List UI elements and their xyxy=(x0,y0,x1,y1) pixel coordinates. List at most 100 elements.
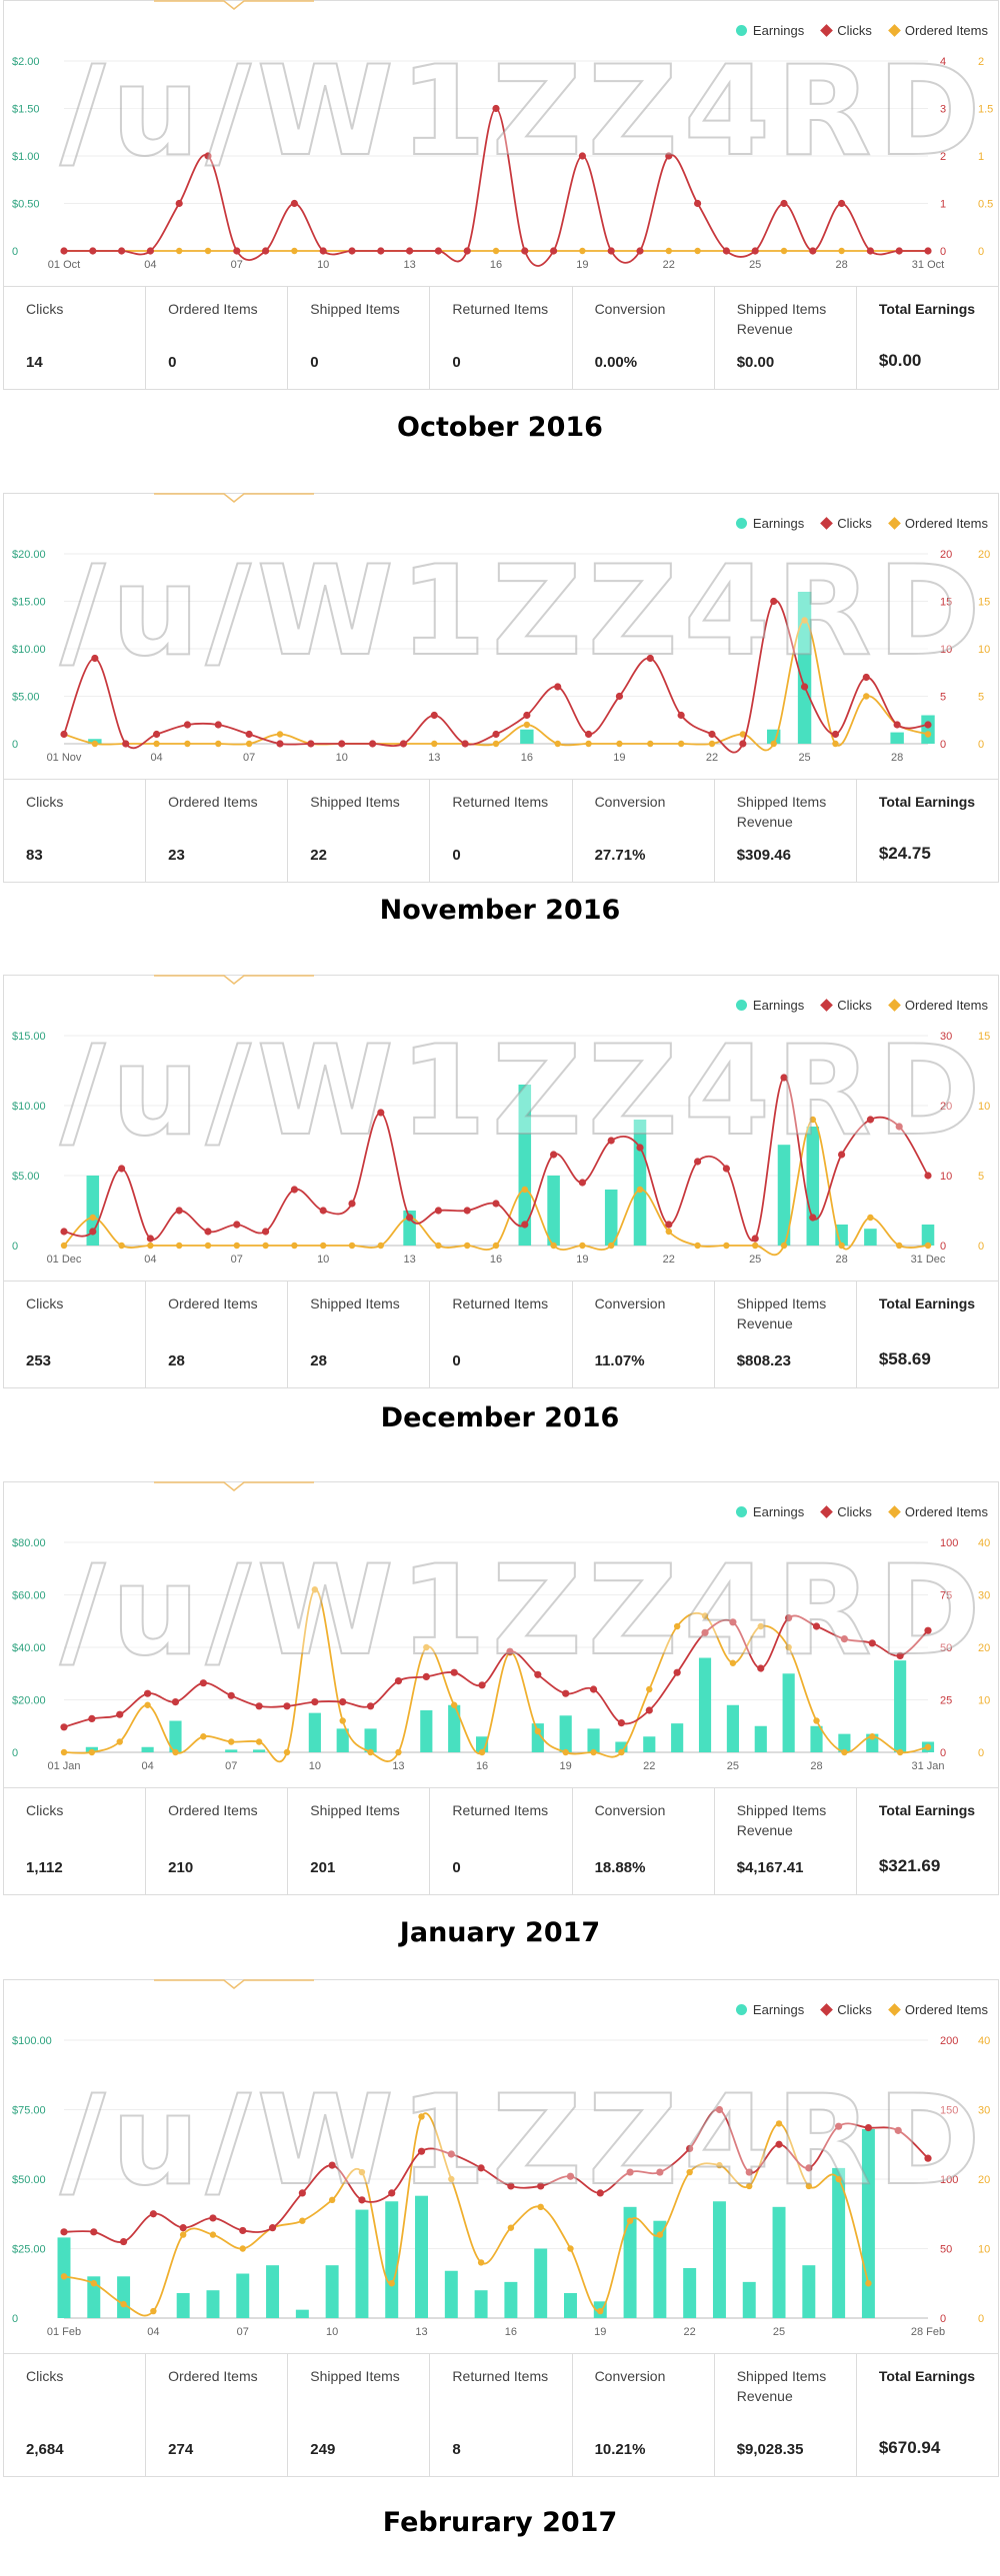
legend-item-clicks[interactable]: Clicks xyxy=(820,2002,872,2017)
earnings-bar[interactable] xyxy=(266,2265,280,2318)
ordered-items-point[interactable] xyxy=(841,1748,848,1756)
clicks-point[interactable] xyxy=(171,1698,180,1706)
earnings-bar[interactable] xyxy=(866,1733,879,1752)
clicks-point[interactable] xyxy=(895,1123,903,1131)
clicks-point[interactable] xyxy=(377,1109,385,1117)
earnings-bar[interactable] xyxy=(864,1229,877,1246)
ordered-items-point[interactable] xyxy=(646,1685,653,1693)
clicks-point[interactable] xyxy=(307,740,315,748)
clicks-point[interactable] xyxy=(146,247,154,255)
earnings-bar[interactable] xyxy=(308,1712,321,1752)
earnings-bar[interactable] xyxy=(754,1725,767,1752)
clicks-point[interactable] xyxy=(838,1151,846,1159)
ordered-items-point[interactable] xyxy=(176,247,183,255)
ordered-items-point[interactable] xyxy=(507,2224,515,2231)
clicks-point[interactable] xyxy=(745,2168,753,2176)
clicks-point[interactable] xyxy=(805,2164,813,2172)
ordered-items-point[interactable] xyxy=(209,2231,217,2238)
clicks-point[interactable] xyxy=(388,2189,396,2197)
legend-item-clicks[interactable]: Clicks xyxy=(820,516,872,531)
clicks-point[interactable] xyxy=(245,730,253,739)
ordered-items-point[interactable] xyxy=(677,740,685,748)
legend-item-earnings[interactable]: Earnings xyxy=(735,516,804,531)
clicks-point[interactable] xyxy=(118,247,126,255)
clicks-point[interactable] xyxy=(550,247,558,255)
clicks-point[interactable] xyxy=(88,1714,96,1722)
ordered-items-point[interactable] xyxy=(60,1242,68,1250)
clicks-point[interactable] xyxy=(770,597,778,606)
clicks-point[interactable] xyxy=(831,730,840,739)
legend-item-ordered[interactable]: Ordered Items xyxy=(888,2002,988,2017)
clicks-point[interactable] xyxy=(607,247,615,255)
clicks-point[interactable] xyxy=(175,199,183,208)
ordered-items-point[interactable] xyxy=(729,1659,737,1666)
earnings-bar[interactable] xyxy=(623,2206,637,2318)
clicks-point[interactable] xyxy=(665,152,673,160)
clicks-point[interactable] xyxy=(149,2210,157,2218)
ordered-items-point[interactable] xyxy=(320,1242,327,1250)
clicks-point[interactable] xyxy=(800,683,809,691)
clicks-point[interactable] xyxy=(152,730,161,739)
ordered-items-point[interactable] xyxy=(418,2113,425,2120)
ordered-items-point[interactable] xyxy=(262,1242,269,1250)
ordered-items-point[interactable] xyxy=(636,1186,644,1194)
clicks-point[interactable] xyxy=(562,1689,570,1697)
ordered-items-point[interactable] xyxy=(723,1242,730,1250)
clicks-point[interactable] xyxy=(554,683,562,691)
earnings-bar[interactable] xyxy=(712,2201,726,2318)
ordered-items-point[interactable] xyxy=(585,740,592,748)
clicks-point[interactable] xyxy=(757,1664,765,1672)
clicks-point[interactable] xyxy=(422,1672,430,1680)
earnings-bar[interactable] xyxy=(547,1176,560,1246)
ordered-items-point[interactable] xyxy=(477,2259,485,2266)
ordered-items-point[interactable] xyxy=(694,1242,701,1250)
clicks-point[interactable] xyxy=(862,673,870,682)
ordered-items-point[interactable] xyxy=(838,247,845,255)
clicks-point[interactable] xyxy=(636,1144,644,1152)
ordered-items-point[interactable] xyxy=(694,247,701,255)
clicks-point[interactable] xyxy=(722,1165,731,1173)
ordered-items-point[interactable] xyxy=(239,2245,246,2252)
earnings-bar[interactable] xyxy=(797,592,812,744)
ordered-items-point[interactable] xyxy=(550,1242,557,1250)
ordered-items-point[interactable] xyxy=(255,1738,263,1745)
earnings-bar[interactable] xyxy=(518,1085,532,1246)
earnings-bar[interactable] xyxy=(141,1746,154,1752)
clicks-point[interactable] xyxy=(406,1214,414,1222)
clicks-point[interactable] xyxy=(751,247,759,255)
ordered-items-point[interactable] xyxy=(869,1733,876,1740)
ordered-items-point[interactable] xyxy=(686,2168,693,2176)
clicks-point[interactable] xyxy=(694,199,702,208)
clicks-point[interactable] xyxy=(521,247,529,255)
earnings-bar[interactable] xyxy=(633,1120,647,1246)
ordered-items-point[interactable] xyxy=(801,617,808,624)
clicks-point[interactable] xyxy=(492,104,500,113)
ordered-items-point[interactable] xyxy=(924,1242,932,1250)
clicks-point[interactable] xyxy=(477,2164,485,2172)
ordered-items-point[interactable] xyxy=(431,740,438,748)
ordered-items-point[interactable] xyxy=(147,1242,154,1250)
clicks-point[interactable] xyxy=(214,721,222,729)
ordered-items-point[interactable] xyxy=(656,2231,664,2238)
clicks-point[interactable] xyxy=(924,721,932,729)
clicks-point[interactable] xyxy=(694,1158,702,1166)
clicks-point[interactable] xyxy=(775,2140,783,2148)
earnings-bar[interactable] xyxy=(534,2248,548,2319)
clicks-point[interactable] xyxy=(809,1214,817,1222)
clicks-point[interactable] xyxy=(492,1200,500,1208)
clicks-point[interactable] xyxy=(673,1668,681,1676)
ordered-items-point[interactable] xyxy=(492,1242,500,1250)
earnings-bar[interactable] xyxy=(169,1720,182,1753)
earnings-bar[interactable] xyxy=(564,2292,577,2318)
clicks-point[interactable] xyxy=(686,2144,694,2153)
clicks-point[interactable] xyxy=(835,2122,843,2130)
ordered-items-point[interactable] xyxy=(616,740,623,748)
ordered-items-point[interactable] xyxy=(924,1743,932,1750)
ordered-items-point[interactable] xyxy=(492,740,500,748)
ordered-items-point[interactable] xyxy=(590,1748,597,1756)
clicks-point[interactable] xyxy=(677,711,685,720)
clicks-point[interactable] xyxy=(119,2237,128,2246)
earnings-bar[interactable] xyxy=(832,2167,846,2318)
ordered-items-point[interactable] xyxy=(832,740,839,748)
ordered-items-point[interactable] xyxy=(805,2182,813,2190)
